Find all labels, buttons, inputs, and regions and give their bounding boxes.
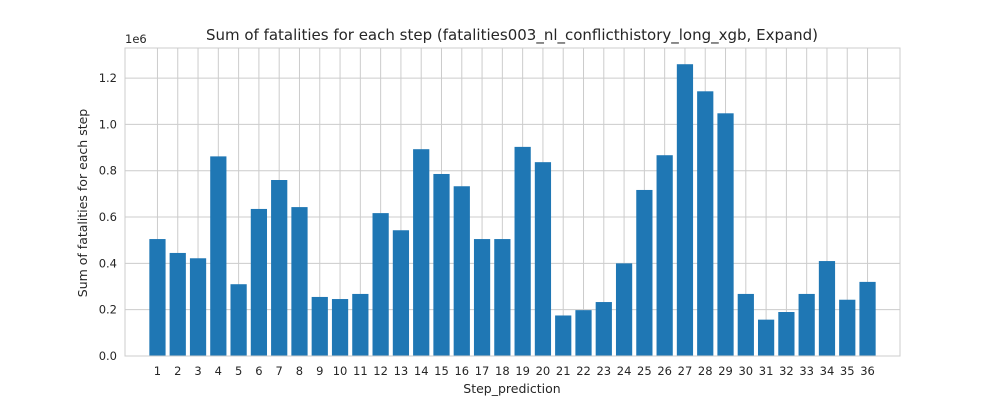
- bar-step-32: [778, 312, 795, 356]
- bar-step-10: [331, 299, 349, 356]
- bar-step-15: [433, 173, 450, 356]
- x-tick-label: 31: [759, 364, 774, 378]
- x-tick-label: 15: [434, 364, 449, 378]
- x-tick-label: 30: [738, 364, 753, 378]
- y-tick-label: 0.6: [99, 210, 117, 224]
- x-tick-label: 11: [353, 364, 368, 378]
- x-tick-label: 32: [779, 364, 794, 378]
- x-tick-label: 1: [154, 364, 161, 378]
- x-tick-label: 5: [235, 364, 242, 378]
- bar-step-17: [473, 239, 491, 356]
- bar-step-18: [494, 239, 511, 356]
- bar-step-19: [514, 146, 531, 356]
- x-tick-label: 19: [515, 364, 530, 378]
- x-tick-label: 22: [576, 364, 591, 378]
- x-tick-label: 26: [657, 364, 672, 378]
- bar-step-25: [636, 189, 653, 356]
- x-tick-label: 10: [333, 364, 348, 378]
- bar-step-29: [717, 113, 734, 356]
- bar-step-12: [372, 213, 389, 356]
- bar-step-34: [818, 261, 836, 356]
- chart-title: Sum of fatalities for each step (fatalit…: [206, 26, 818, 45]
- y-axis-label: Sum of fatalities for each step: [75, 109, 90, 298]
- x-tick-label: 24: [617, 364, 632, 378]
- bar-step-26: [656, 155, 673, 356]
- bar-step-24: [615, 263, 633, 356]
- bar-step-22: [575, 310, 592, 356]
- y-tick-label: 1.2: [99, 71, 117, 85]
- bar-step-16: [453, 186, 470, 356]
- x-tick-label: 34: [820, 364, 835, 378]
- bar-step-1: [149, 239, 166, 356]
- bar-step-6: [250, 208, 268, 356]
- bar-layer: [149, 64, 876, 357]
- y-tick-label: 0.8: [99, 164, 117, 178]
- bar-step-27: [676, 64, 694, 357]
- bar-step-23: [595, 302, 612, 356]
- y-tick-label: 1.0: [99, 117, 117, 131]
- bar-step-28: [697, 91, 714, 356]
- bar-step-11: [352, 293, 369, 356]
- x-tick-label: 27: [678, 364, 693, 378]
- x-tick-label: 17: [475, 364, 490, 378]
- x-tick-label: 4: [215, 364, 222, 378]
- bar-step-20: [534, 162, 552, 356]
- x-tick-label: 16: [454, 364, 469, 378]
- x-tick-label: 2: [174, 364, 181, 378]
- x-tick-label: 25: [637, 364, 652, 378]
- bar-step-8: [291, 207, 308, 356]
- bar-step-2: [169, 252, 186, 356]
- bar-step-31: [757, 319, 775, 356]
- x-tick-label: 9: [316, 364, 323, 378]
- bar-step-14: [413, 149, 430, 356]
- bar-step-35: [839, 299, 856, 356]
- x-tick-label: 20: [536, 364, 551, 378]
- bar-step-7: [271, 180, 288, 356]
- x-tick-label: 33: [799, 364, 814, 378]
- bar-step-3: [189, 258, 207, 356]
- tick-layer: 0.00.20.40.60.81.01.21 2 3 4 5 6 7 8 9 10 11 12 13 14…: [99, 71, 875, 378]
- bar-step-30: [737, 293, 754, 356]
- bar-step-9: [311, 296, 328, 356]
- x-tick-label: 23: [596, 364, 611, 378]
- bar-step-13: [392, 230, 410, 356]
- y-axis-offset-text: 1e6: [125, 32, 147, 46]
- x-tick-label: 18: [495, 364, 510, 378]
- bar-step-36: [859, 281, 876, 356]
- x-tick-label: 8: [296, 364, 303, 378]
- x-tick-label: 35: [840, 364, 855, 378]
- x-tick-label: 12: [373, 364, 388, 378]
- x-tick-label: 14: [414, 364, 429, 378]
- y-tick-label: 0.0: [99, 349, 117, 363]
- x-tick-label: 21: [556, 364, 571, 378]
- x-tick-label: 3: [194, 364, 201, 378]
- bar-step-33: [798, 293, 815, 356]
- bar-step-5: [230, 284, 247, 356]
- x-tick-label: 29: [718, 364, 733, 378]
- x-tick-label: 7: [276, 364, 283, 378]
- x-tick-label: 13: [394, 364, 409, 378]
- y-tick-label: 0.4: [99, 256, 117, 270]
- x-axis-label: Step_prediction: [463, 381, 560, 396]
- bar-step-4: [210, 156, 227, 356]
- bar-step-21: [555, 315, 572, 356]
- x-tick-label: 36: [860, 364, 875, 378]
- y-tick-label: 0.2: [99, 303, 117, 317]
- plot-frame: [124, 47, 901, 357]
- x-tick-label: 6: [255, 364, 262, 378]
- x-tick-label: 28: [698, 364, 713, 378]
